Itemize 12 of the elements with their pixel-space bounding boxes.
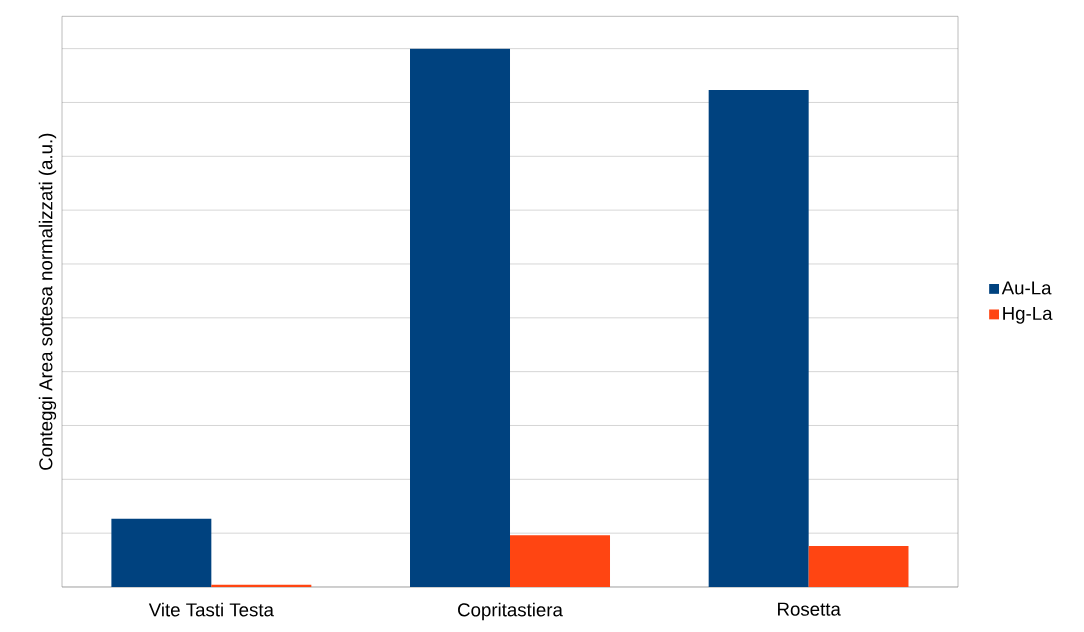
bar bbox=[410, 48, 511, 587]
bar bbox=[111, 518, 212, 587]
bar bbox=[211, 584, 312, 587]
x-tick-label: Copritastiera bbox=[458, 602, 563, 621]
bar bbox=[808, 546, 909, 587]
legend-label: Hg-La bbox=[1003, 307, 1053, 324]
x-tick-label: Rosetta bbox=[778, 602, 841, 616]
bar bbox=[708, 90, 809, 587]
y-axis-title: Conteggi Area sottesa normalizzati (a.u.) bbox=[38, 133, 57, 470]
x-tick-label: Vite Tasti Testa bbox=[148, 602, 274, 617]
legend-label: Au-La bbox=[1001, 281, 1052, 295]
bar bbox=[510, 535, 611, 587]
